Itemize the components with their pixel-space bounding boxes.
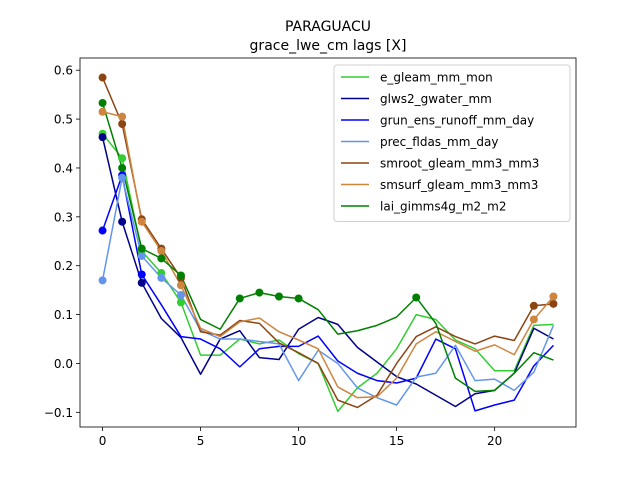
x-tick-label: 10 xyxy=(291,434,306,448)
series-line-grun_ens_runoff_mm_day xyxy=(101,174,554,412)
data-point-prec_fldas_mm_day xyxy=(157,273,166,282)
x-tick-label: 5 xyxy=(197,434,205,448)
data-point-smsurf_gleam_mm3_mm3 xyxy=(118,112,127,121)
data-point-lai_gimms4g_m2_m2 xyxy=(98,98,107,107)
legend-label: e_gleam_mm_mon xyxy=(380,71,493,85)
series-line-e_gleam_mm_mon xyxy=(101,133,554,413)
x-tick-label: 0 xyxy=(99,434,107,448)
data-point-smroot_gleam_mm3_mm3 xyxy=(98,73,107,82)
data-point-smroot_gleam_mm3_mm3 xyxy=(549,299,558,308)
legend-box xyxy=(333,64,571,222)
data-point-lai_gimms4g_m2_m2 xyxy=(157,254,166,263)
data-point-prec_fldas_mm_day xyxy=(176,291,185,300)
data-point-smsurf_gleam_mm3_mm3 xyxy=(157,247,166,256)
data-point-e_gleam_mm_mon xyxy=(176,298,185,307)
data-point-glws2_gwater_mm xyxy=(98,133,107,142)
data-point-smsurf_gleam_mm3_mm3 xyxy=(529,315,538,324)
data-point-lai_gimms4g_m2_m2 xyxy=(412,293,421,302)
chart-subtitle: grace_lwe_cm lags [X] xyxy=(250,38,407,54)
y-tick-label: 0.6 xyxy=(54,64,73,78)
legend-label: lai_gimms4g_m2_m2 xyxy=(380,200,507,214)
data-point-grun_ens_runoff_mm_day xyxy=(98,226,107,235)
y-tick-label: 0.0 xyxy=(54,357,73,371)
data-point-glws2_gwater_mm xyxy=(118,217,127,226)
data-point-lai_gimms4g_m2_m2 xyxy=(294,294,303,303)
data-point-smsurf_gleam_mm3_mm3 xyxy=(176,281,185,290)
data-point-prec_fldas_mm_day xyxy=(118,173,127,182)
data-point-lai_gimms4g_m2_m2 xyxy=(255,288,264,297)
legend-label: grun_ens_runoff_mm_day xyxy=(380,114,534,128)
y-tick-label: 0.4 xyxy=(54,161,73,175)
axes-frame xyxy=(79,57,577,428)
data-point-glws2_gwater_mm xyxy=(137,278,146,287)
y-tick-label: 0.5 xyxy=(54,113,73,127)
series-group xyxy=(98,73,558,413)
x-tick-label: 20 xyxy=(487,434,502,448)
series-line-lai_gimms4g_m2_m2 xyxy=(101,102,554,393)
y-tick-label: −0.1 xyxy=(44,406,73,420)
y-tick-label: 0.3 xyxy=(54,210,73,224)
data-point-smsurf_gleam_mm3_mm3 xyxy=(137,217,146,226)
data-point-prec_fldas_mm_day xyxy=(137,251,146,260)
series-line-prec_fldas_mm_day xyxy=(101,176,555,406)
data-point-lai_gimms4g_m2_m2 xyxy=(274,292,283,301)
data-point-smroot_gleam_mm3_mm3 xyxy=(118,119,127,128)
data-point-prec_fldas_mm_day xyxy=(98,276,107,285)
legend-label: smsurf_gleam_mm3_mm3 xyxy=(380,178,538,192)
data-point-lai_gimms4g_m2_m2 xyxy=(176,271,185,280)
legend: e_gleam_mm_mon glws2_gwater_mm grun_ens_ru… xyxy=(333,64,571,222)
y-tick-label: 0.1 xyxy=(54,308,73,322)
legend-label: glws2_gwater_mm xyxy=(380,92,492,106)
data-point-grun_ens_runoff_mm_day xyxy=(137,270,146,279)
data-point-smsurf_gleam_mm3_mm3 xyxy=(98,107,107,116)
legend-label: smroot_gleam_mm3_mm3 xyxy=(380,157,539,171)
data-point-smroot_gleam_mm3_mm3 xyxy=(529,301,538,310)
x-tick-label: 15 xyxy=(389,434,404,448)
data-point-lai_gimms4g_m2_m2 xyxy=(137,244,146,253)
data-point-smsurf_gleam_mm3_mm3 xyxy=(549,292,558,301)
chart-title: PARAGUACU xyxy=(285,19,371,35)
plot-area: 0 5 10 15 20 −0.1 0.0 0.1 0.2 0.3 0.4 0.5 0.6 xyxy=(44,57,577,448)
y-tick-label: 0.2 xyxy=(54,259,73,273)
legend-label: prec_fldas_mm_day xyxy=(380,135,499,149)
data-point-e_gleam_mm_mon xyxy=(118,154,127,163)
data-point-lai_gimms4g_m2_m2 xyxy=(118,163,127,172)
data-point-lai_gimms4g_m2_m2 xyxy=(235,294,244,303)
